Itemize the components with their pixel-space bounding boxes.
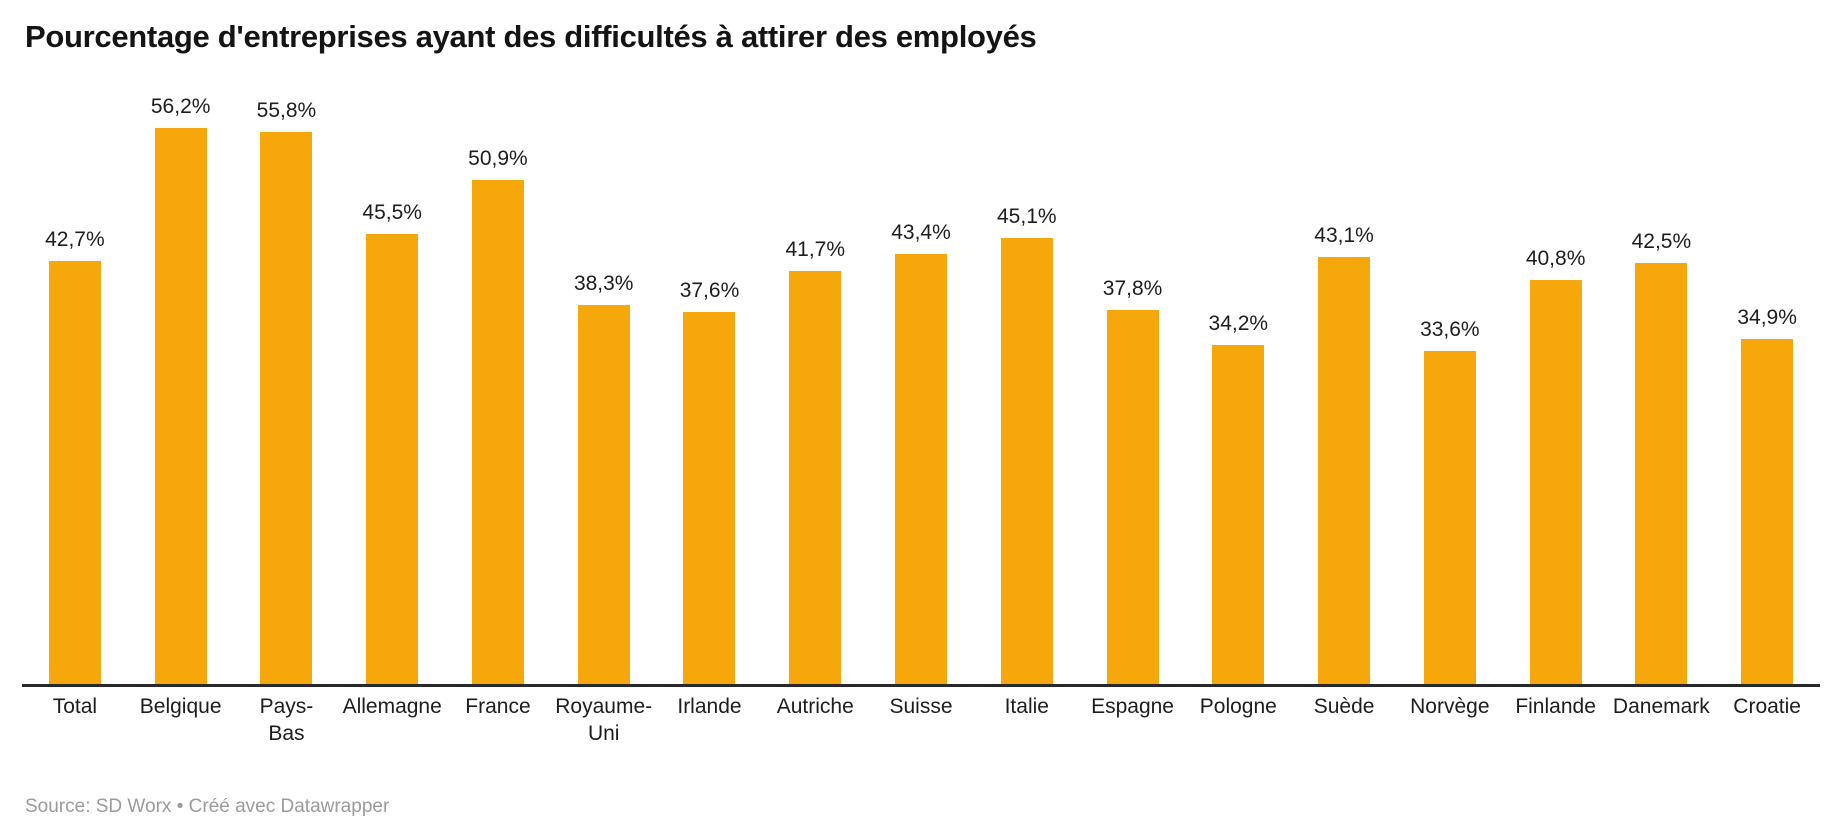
bar-value-label: 37,8% [1102, 276, 1163, 300]
bar[interactable] [154, 127, 207, 684]
bar-column: 34,2% [1185, 312, 1291, 684]
bar-column: 37,6% [657, 279, 763, 684]
bar-column: 45,5% [339, 201, 445, 684]
x-axis-label: Suisse [889, 695, 953, 718]
bar-column: 40,8% [1503, 247, 1609, 684]
x-axis-label: Italie [1004, 695, 1049, 718]
bar-column: 34,9% [1714, 305, 1820, 684]
chart-title: Pourcentage d'entreprises ayant des diff… [25, 19, 1037, 54]
bar-value-label: 56,2% [150, 94, 211, 118]
bar[interactable] [577, 304, 630, 684]
bar-column: 42,5% [1608, 230, 1714, 684]
bar-value-label: 42,7% [45, 228, 105, 252]
bar-column: 55,8% [234, 99, 340, 684]
x-axis-label: Royaume- Uni [555, 695, 653, 745]
bar[interactable] [789, 271, 842, 684]
bar[interactable] [895, 254, 947, 684]
bar-column: 43,1% [1291, 224, 1397, 684]
x-axis-label: Norvège [1410, 695, 1490, 718]
bar[interactable] [1318, 257, 1371, 684]
bar-value-label: 40,8% [1525, 247, 1586, 271]
x-axis-label: Autriche [776, 695, 854, 718]
x-axis-label: Irlande [677, 695, 742, 718]
bar-value-label: 37,6% [679, 278, 740, 302]
x-axis-label: Danemark [1612, 695, 1710, 718]
x-axis-label: Suède [1313, 695, 1375, 718]
x-axis-label: Belgique [139, 695, 222, 718]
bar-column: 43,4% [868, 221, 974, 684]
bar-column: 42,7% [22, 228, 128, 684]
bar-column: 56,2% [128, 95, 234, 684]
bar-column: 50,9% [445, 147, 551, 684]
bar[interactable] [1423, 351, 1476, 684]
bar-value-label: 41,7% [785, 238, 846, 262]
x-axis-label: Croatie [1733, 695, 1801, 718]
bar[interactable] [471, 180, 524, 684]
bar-column: 33,6% [1397, 318, 1503, 684]
bar-value-label: 34,2% [1208, 312, 1269, 336]
x-axis-label: Total [52, 695, 98, 718]
source-note: Source: SD Worx • Créé avec Datawrapper [25, 796, 390, 817]
bar-value-label: 38,3% [573, 271, 634, 295]
bar[interactable] [366, 233, 419, 684]
bar[interactable] [1212, 345, 1265, 684]
bar-column: 37,8% [1080, 277, 1186, 684]
bar-value-label: 50,9% [468, 147, 528, 171]
bar-value-label: 43,4% [891, 221, 951, 245]
x-axis-labels: Total Belgique Pays- Bas Allemagne France Roy… [22, 693, 1820, 747]
bar[interactable] [260, 131, 313, 684]
bar-column: 45,1% [974, 204, 1080, 684]
bar-value-label: 55,8% [256, 98, 317, 122]
bar-value-label: 33,6% [1420, 318, 1480, 342]
bar-value-label: 43,1% [1314, 224, 1374, 248]
bar[interactable] [48, 261, 101, 684]
bar[interactable] [1741, 338, 1794, 684]
bar-column: 41,7% [762, 238, 868, 684]
x-axis-label: Allemagne [342, 695, 442, 718]
bar-value-label: 45,5% [362, 200, 422, 224]
x-axis-label: Pays- Bas [259, 695, 314, 745]
x-axis-label: Pologne [1199, 695, 1277, 718]
bar[interactable] [683, 311, 736, 684]
bar-value-label: 42,5% [1631, 230, 1692, 254]
bar[interactable] [1635, 263, 1688, 684]
bar-column: 38,3% [551, 272, 657, 684]
x-axis-label: Finlande [1515, 695, 1596, 718]
bar[interactable] [1529, 280, 1582, 684]
bar-value-label: 34,9% [1737, 305, 1797, 329]
bar[interactable] [1106, 309, 1159, 684]
x-axis-label: France [465, 695, 531, 718]
x-axis-label: Espagne [1091, 695, 1174, 718]
plot-area: 42,7% 56,2% 55,8% 45,5% 50,9% 38,3% 37,6% 41,7%… [22, 90, 1820, 687]
bar[interactable] [1000, 237, 1053, 684]
bar-value-label: 45,1% [997, 204, 1057, 228]
